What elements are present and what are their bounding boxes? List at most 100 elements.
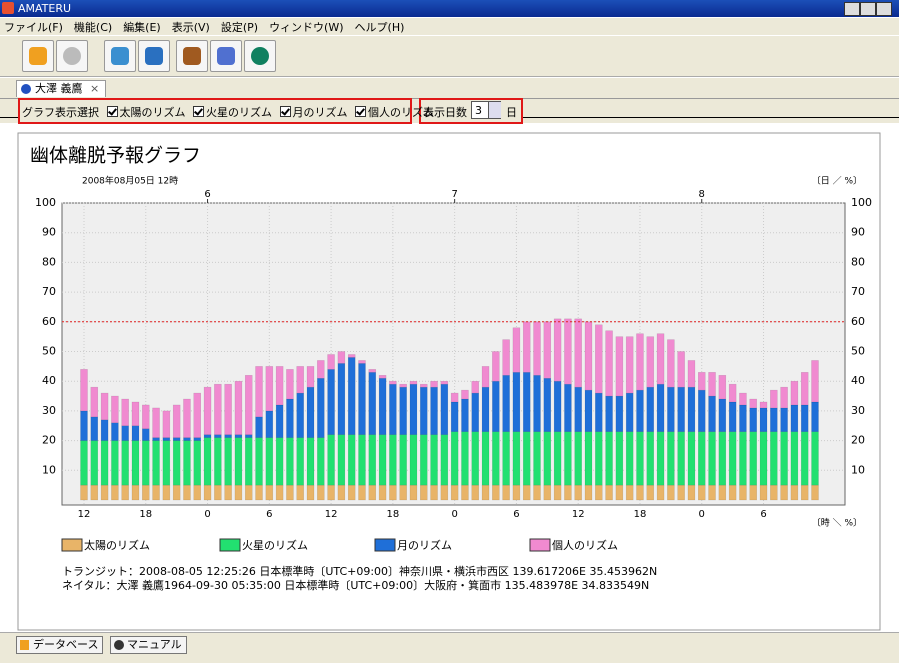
bar-segment <box>389 383 397 435</box>
bar-segment <box>193 392 202 438</box>
days-select[interactable]: 3 <box>471 101 501 119</box>
checkbox[interactable] <box>355 106 366 117</box>
tool-button[interactable] <box>104 40 136 72</box>
tool-button[interactable] <box>56 40 88 72</box>
options-row: グラフ表示選択 太陽のリズム 火星のリズム 月のリズム 個人のリズム 表示日数 … <box>0 98 899 124</box>
bar-segment <box>687 360 696 388</box>
tool-button[interactable] <box>244 40 276 72</box>
bar-segment <box>255 366 263 418</box>
checkbox-label: 太陽のリズム <box>119 106 186 119</box>
checkbox[interactable] <box>279 106 291 117</box>
bar-segment <box>90 416 99 441</box>
bar-segment <box>697 372 706 391</box>
dropdown-arrow[interactable] <box>488 102 501 118</box>
menu-item[interactable]: ヘルプ(H) <box>354 20 405 34</box>
menu-item[interactable]: ファイル(F) <box>4 20 63 34</box>
legend-swatch <box>529 538 551 552</box>
bar-segment <box>440 434 449 486</box>
bar-segment <box>708 484 716 501</box>
bar-segment <box>430 380 438 388</box>
bar-segment <box>811 484 819 501</box>
y-tick-label: 50 <box>42 345 56 358</box>
bar-segment <box>214 437 222 486</box>
tool-button[interactable] <box>210 40 242 72</box>
bar-segment <box>471 484 479 501</box>
checkbox[interactable] <box>106 106 118 117</box>
y2-tick-label: 60 <box>851 315 865 328</box>
menu-item[interactable]: 機能(C) <box>73 20 113 34</box>
bar-segment <box>214 383 222 435</box>
bar-segment <box>440 380 449 385</box>
bar-segment <box>409 484 418 501</box>
bar-segment <box>265 484 274 501</box>
maximize-button[interactable] <box>860 2 876 16</box>
bar-segment <box>255 416 263 438</box>
bar-segment <box>275 404 284 438</box>
bar-segment <box>378 434 387 486</box>
bar-segment <box>564 383 572 432</box>
tab[interactable]: 大澤 義鷹 × <box>16 80 107 97</box>
bar-segment <box>100 419 109 441</box>
bar-segment <box>770 407 778 432</box>
tool-button[interactable] <box>176 40 208 72</box>
bar-segment <box>399 434 407 486</box>
bar-segment <box>564 431 572 486</box>
bar-segment <box>718 431 727 486</box>
bar-segment <box>759 407 768 432</box>
bar-segment <box>275 484 284 501</box>
app-icon <box>2 2 14 14</box>
tab-close[interactable]: × <box>90 82 100 95</box>
days-label: 表示日数 <box>423 106 467 119</box>
bar-segment <box>265 366 274 412</box>
minimize-button[interactable] <box>844 2 860 16</box>
bar-segment <box>440 484 449 501</box>
tool-button[interactable] <box>138 40 170 72</box>
bar-segment <box>121 440 129 486</box>
close-button[interactable] <box>876 2 892 16</box>
bar-segment <box>718 398 727 432</box>
bar-segment <box>193 484 202 501</box>
bar-segment <box>543 484 552 501</box>
bar-segment <box>759 431 768 486</box>
menu-item[interactable]: ウィンドウ(W) <box>269 20 344 34</box>
bar-segment <box>347 357 356 435</box>
checkbox[interactable] <box>193 106 204 117</box>
tab-icon <box>21 84 31 94</box>
bar-segment <box>450 431 459 486</box>
annotation-line <box>0 117 18 118</box>
bar-segment <box>687 484 696 501</box>
y2-tick-label: 80 <box>851 255 865 268</box>
bar-segment <box>286 398 294 438</box>
bar-segment <box>420 484 428 501</box>
series-selector: グラフ表示選択 太陽のリズム 火星のリズム 月のリズム 個人のリズム <box>22 104 434 120</box>
bar-segment <box>780 484 788 501</box>
bar-segment <box>131 425 140 441</box>
y-tick-label: 40 <box>42 374 56 387</box>
bar-segment <box>667 339 675 388</box>
y-tick-label: 10 <box>42 463 56 476</box>
bar-segment <box>203 484 212 501</box>
bar-segment <box>306 437 315 486</box>
bar-segment <box>800 372 809 406</box>
bar-segment <box>317 377 325 438</box>
menu-item[interactable]: 表示(V) <box>171 20 210 34</box>
bar-segment <box>100 392 109 421</box>
status-button[interactable]: データベース <box>16 636 104 654</box>
bar-segment <box>203 434 212 438</box>
status-button[interactable]: マニュアル <box>110 636 187 654</box>
bar-segment <box>152 484 160 501</box>
tool-button[interactable] <box>22 40 54 72</box>
menu-item[interactable]: 編集(E) <box>123 20 161 34</box>
bar-segment <box>347 354 356 358</box>
selector-label: グラフ表示選択 <box>22 106 99 119</box>
bar-segment <box>450 401 459 432</box>
bar-segment <box>697 484 706 501</box>
bar-segment <box>193 440 202 486</box>
bar-segment <box>244 375 253 435</box>
menu-item[interactable]: 設定(P) <box>220 20 259 34</box>
bar-segment <box>224 437 232 486</box>
bar-segment <box>502 431 510 486</box>
bar-segment <box>502 484 510 501</box>
bar-segment <box>244 484 253 501</box>
bar-segment <box>121 398 129 426</box>
